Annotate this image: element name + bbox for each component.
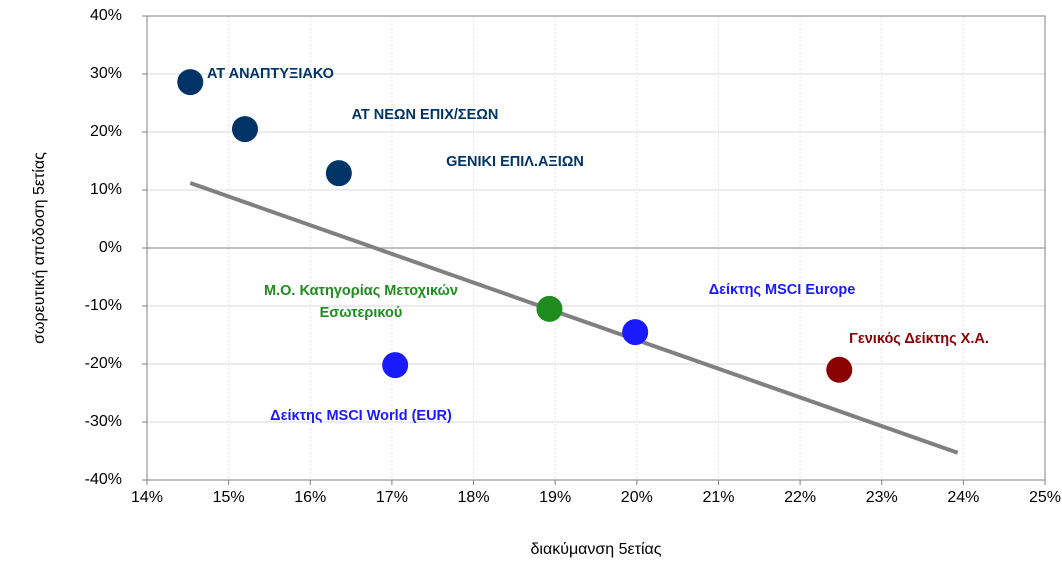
point-label: ΑΤ ΝΕΩΝ ΕΠΙΧ/ΣΕΩΝ [351,107,499,123]
x-tick-label: 18% [458,489,490,506]
y-tick-label: 30% [90,65,122,82]
x-tick-label: 20% [621,489,653,506]
point-label: Δείκτης MSCI World (EUR) [270,408,452,424]
x-tick-label: 24% [947,489,979,506]
y-tick-label: 40% [90,7,122,24]
x-tick-label: 15% [213,489,245,506]
point [826,356,853,383]
y-axis-title: σωρευτική απόδοση 5ετίας [31,152,48,344]
point-label: Γενικός Δείκτης Χ.Α. [849,331,989,347]
y-tick-label: -10% [85,297,122,314]
point [382,352,409,379]
point-label: Δείκτης MSCI Europe [708,282,856,298]
y-tick-label: -30% [85,413,122,430]
x-tick-label: 17% [376,489,408,506]
point-label: GENIKI ΕΠΙΛ.ΑΞΙΩΝ [446,154,584,170]
x-tick-label: 16% [294,489,326,506]
x-axis-title: διακύμανση 5ετίας [530,541,661,558]
point [325,160,352,187]
x-tick-label: 25% [1029,489,1061,506]
y-tick-label: 0% [99,239,122,256]
x-tick-label: 19% [539,489,571,506]
y-tick-label: 20% [90,123,122,140]
x-tick-label: 22% [784,489,816,506]
point-label: ΑΤ ΑΝΑΠΤΥΞΙΑΚΟ [207,66,334,82]
point [231,116,258,143]
x-tick-label: 14% [131,489,163,506]
point-label: Μ.Ο. Κατηγορίας Μετοχικών Εσωτερικού [264,283,458,321]
y-tick-label: 10% [90,181,122,198]
x-tick-label: 23% [866,489,898,506]
point [177,69,204,96]
point [622,319,649,346]
point [536,295,563,322]
trendline [189,181,959,455]
y-tick-label: -40% [85,471,122,488]
x-tick-label: 21% [702,489,734,506]
y-tick-label: -20% [85,355,122,372]
